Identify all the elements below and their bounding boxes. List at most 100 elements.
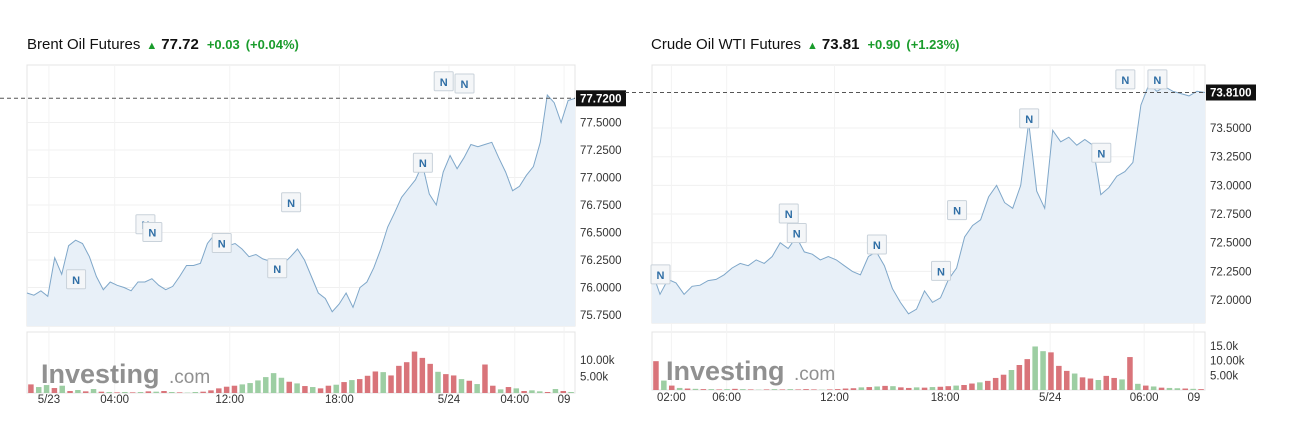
volume-bar [325,385,332,393]
volume-bar [1016,365,1023,390]
volume-bar [1056,365,1062,390]
news-marker [786,223,807,244]
volume-bar [732,388,738,390]
last-price-badge [1206,84,1256,101]
news-marker-label: N [873,240,881,252]
volume-bar [1174,388,1181,390]
news-marker [931,260,952,281]
news-marker [267,258,288,279]
volume-bar [505,387,512,393]
volume-bar [992,377,999,390]
volume-bar [653,361,659,390]
volume-bar [380,372,386,393]
news-marker [433,71,454,92]
volume-bar [763,389,770,390]
volume-bar [223,386,230,393]
volume-bar [1190,388,1196,390]
news-marker-label: N [461,79,469,91]
price-area [27,95,575,326]
volume-bar [537,391,543,393]
x-tick-label: 5/24 [1039,392,1062,404]
volume-bar [75,390,81,393]
watermark-suffix: .com [169,367,210,388]
news-marker [1147,69,1168,90]
watermark-brand: Investing [41,359,160,389]
volume-bar [278,377,285,393]
news-marker-label: N [440,77,448,89]
volume-bar [106,392,112,393]
volume-bar [200,391,206,393]
volume-bar [59,385,65,393]
news-marker-label: N [148,228,156,240]
volume-bar [1024,359,1031,390]
chart-panel-wti: Crude Oil WTI Futures ▲ 73.81 +0.90 (+1.… [625,0,1308,448]
news-marker [142,222,163,242]
volume-bar [263,377,269,393]
volume-bar [929,387,936,390]
volume-bar [1158,387,1165,390]
volume-bar [858,387,865,390]
news-marker [1115,69,1136,90]
volume-tick-label: 5.00k [580,371,608,383]
volume-bar [341,382,347,393]
volume-bar [913,387,920,390]
volume-bar [676,387,683,390]
chart-header: Brent Oil Futures ▲ 77.72 +0.03 (+0.04%) [27,36,305,53]
volume-bar [349,380,355,393]
volume-bar [811,389,817,390]
volume-bar [700,389,707,390]
volume-bar [176,392,183,393]
price-chart[interactable]: Investing .com 77.5000 77.2500 77.0000 76.750… [0,0,654,448]
volume-bar [388,375,394,393]
volume-bar [787,389,794,390]
volume-bar [953,385,959,390]
price-chart[interactable]: Investing .com 73.5000 73.2500 73.0000 72.750… [625,0,1308,448]
volume-bar [482,364,488,393]
volume-bar [98,391,105,393]
volume-bar [122,392,128,393]
last-price: 73.81 [821,36,860,53]
volume-bar [208,390,214,393]
volume-bar [51,388,58,393]
volume-bar [43,385,50,393]
news-marker [66,269,87,290]
news-marker-label: N [218,239,226,251]
y-tick-label: 72.0000 [1210,295,1252,307]
price-change: +0.03 [206,37,240,52]
last-price-badge [576,90,626,107]
y-tick-label: 76.2500 [580,255,622,267]
news-marker-label: N [785,209,793,221]
volume-tick-label: 10.00k [1210,356,1245,368]
x-tick-label: 09 [1188,392,1201,404]
volume-bar [1150,386,1157,390]
volume-bar [1127,357,1133,390]
volume-tick-label: 15.0k [1210,341,1238,353]
instrument-name[interactable]: Crude Oil WTI Futures [651,36,802,53]
y-tick-label: 77.0000 [580,173,622,185]
volume-bar [684,388,691,390]
volume-bar [771,389,778,390]
news-marker [1019,108,1040,129]
volume-bar [708,389,715,390]
volume-bar [435,371,441,393]
price-area [652,84,1205,323]
volume-bar [129,392,136,393]
volume-frame [651,331,1206,391]
volume-bar [1008,370,1015,390]
volume-bar [1111,377,1117,390]
x-tick-label: 18:00 [325,394,354,406]
volume-bar [661,380,667,390]
volume-bar [724,389,730,390]
volume-bar [568,392,574,393]
y-tick-label: 76.7500 [580,200,622,212]
instrument-name[interactable]: Brent Oil Futures [27,36,141,53]
volume-bar [513,388,520,393]
volume-bar [521,391,527,393]
news-marker-label: N [287,198,295,210]
news-marker [650,264,671,285]
volume-bar [1103,375,1110,390]
volume-bar [364,375,371,393]
volume-bar [552,389,559,393]
volume-bar [834,389,841,390]
volume-bar [450,375,457,393]
